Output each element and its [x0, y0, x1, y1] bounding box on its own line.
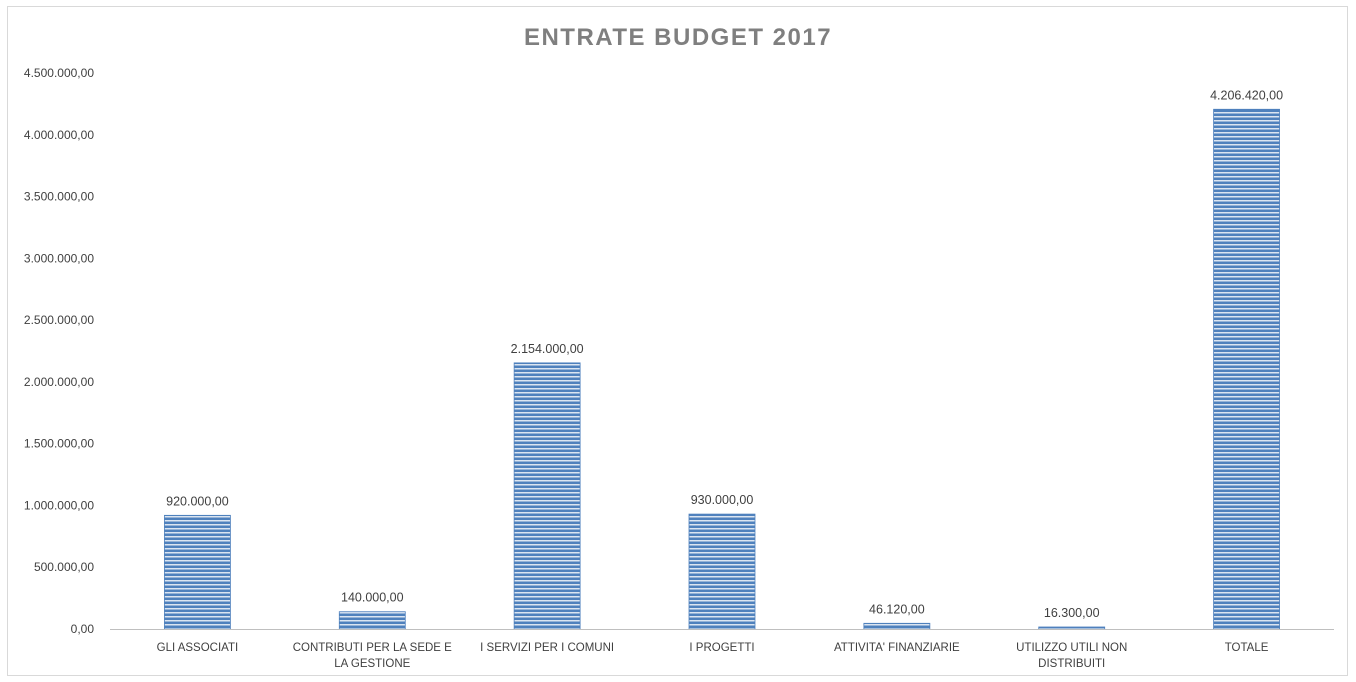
y-tick-label: 4.500.000,00: [24, 66, 94, 80]
bar: [338, 611, 406, 630]
bars: [164, 108, 1280, 630]
x-category-label: DISTRIBUITI: [1038, 658, 1105, 670]
y-tick-label: 3.000.000,00: [24, 251, 94, 265]
x-category-label: I SERVIZI PER I COMUNI: [480, 642, 614, 654]
x-category-label: CONTRIBUTI PER LA SEDE E: [293, 642, 452, 654]
data-label: 920.000,00: [166, 494, 229, 508]
y-axis-ticks: 0,00 500.000,00 1.000.000,00 1.500.000,00 2.…: [24, 66, 94, 636]
bar: [1038, 626, 1106, 630]
y-tick-label: 1.000.000,00: [24, 498, 94, 512]
x-category-label: TOTALE: [1225, 642, 1269, 654]
y-tick-label: 0,00: [71, 622, 95, 636]
bar: [863, 622, 931, 630]
bar: [513, 362, 581, 630]
x-category-label: ATTIVITA' FINANZIARIE: [834, 642, 960, 654]
x-category-label: LA GESTIONE: [334, 658, 410, 670]
y-tick-label: 1.500.000,00: [24, 437, 94, 451]
y-tick-label: 4.000.000,00: [24, 128, 94, 142]
bar: [688, 513, 756, 630]
data-labels: 920.000,00 140.000,00 2.154.000,00 930.000,…: [166, 88, 1283, 620]
data-label: 140.000,00: [341, 591, 404, 605]
data-label: 930.000,00: [691, 493, 754, 507]
y-tick-label: 500.000,00: [34, 560, 94, 574]
chart-title: ENTRATE BUDGET 2017: [523, 24, 833, 51]
data-label: 2.154.000,00: [511, 342, 584, 356]
y-tick-label: 2.500.000,00: [24, 313, 94, 327]
y-tick-label: 2.000.000,00: [24, 375, 94, 389]
data-label: 4.206.420,00: [1210, 88, 1283, 102]
data-label: 46.120,00: [869, 602, 925, 616]
bar: [1213, 108, 1280, 630]
x-category-label: I PROGETTI: [689, 642, 754, 654]
x-category-label: UTILIZZO UTILI NON: [1016, 642, 1127, 654]
data-label: 16.300,00: [1044, 606, 1100, 620]
x-category-label: GLI ASSOCIATI: [157, 642, 239, 654]
bar: [164, 514, 231, 630]
x-axis-labels: GLI ASSOCIATI CONTRIBUTI PER LA SEDE E LA …: [157, 642, 1269, 670]
y-tick-label: 3.500.000,00: [24, 190, 94, 204]
